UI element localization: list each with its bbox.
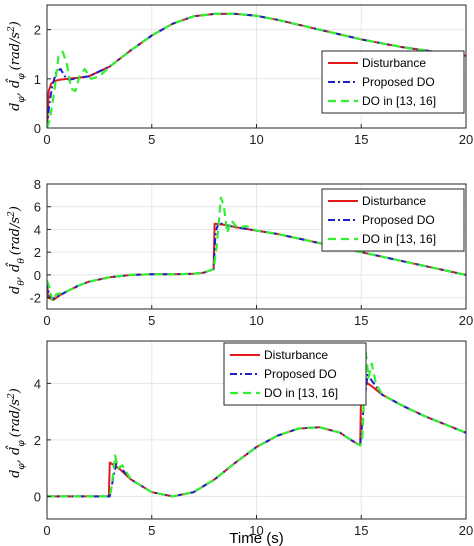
legend-entry-label: Disturbance bbox=[362, 56, 426, 70]
y-tick-label: 2 bbox=[34, 433, 41, 448]
y-tick-label: 0 bbox=[34, 121, 41, 136]
y-tick-label: 0 bbox=[34, 489, 41, 504]
x-tick-label: 15 bbox=[354, 523, 368, 538]
x-tick-label: 5 bbox=[148, 132, 155, 147]
y-axis-label: dθ, d̂θ(rad/s2) bbox=[5, 206, 27, 294]
legend-entry-label: Disturbance bbox=[362, 194, 426, 208]
legend: Disturbance Proposed DO DO in [13, 16] bbox=[223, 342, 367, 406]
x-axis-label: Time (s) bbox=[229, 530, 283, 546]
legend: Disturbance Proposed DO DO in [13, 16] bbox=[321, 188, 465, 252]
y-tick-label: 8 bbox=[34, 177, 41, 192]
x-tick-label: 15 bbox=[354, 313, 368, 328]
y-tick-label: 2 bbox=[34, 245, 41, 260]
x-tick-label: 10 bbox=[249, 132, 263, 147]
x-tick-label: 15 bbox=[354, 132, 368, 147]
y-tick-label: 0 bbox=[34, 268, 41, 283]
legend-entry-label: DO in [13, 16] bbox=[362, 94, 436, 108]
y-tick-label: 1 bbox=[34, 72, 41, 87]
x-tick-label: 10 bbox=[249, 523, 263, 538]
y-axis-label: dφ, d̂φ(rad/s2) bbox=[5, 388, 27, 478]
legend-entry-label: Proposed DO bbox=[362, 213, 435, 227]
x-tick-label: 20 bbox=[459, 313, 473, 328]
x-tick-label: 20 bbox=[459, 132, 473, 147]
y-tick-label: 2 bbox=[34, 23, 41, 38]
series-line-2 bbox=[47, 12, 466, 128]
series-line-3 bbox=[47, 196, 466, 303]
legend-entry-label: DO in [13, 16] bbox=[264, 386, 338, 400]
y-tick-label: 4 bbox=[34, 376, 41, 391]
y-tick-label: -2 bbox=[29, 291, 41, 306]
legend-entry-label: DO in [13, 16] bbox=[362, 232, 436, 246]
series-line-3 bbox=[47, 348, 466, 498]
y-axis-label: dφ, d̂φ(rad/s2) bbox=[5, 21, 27, 111]
x-tick-label: 0 bbox=[43, 523, 50, 538]
chart-panel-1: 0 5 10 15 20 0 1 2 dφ, d̂φ(rad/s2) Disturbance Pro… bbox=[5, 4, 473, 147]
x-tick-label: 10 bbox=[249, 313, 263, 328]
x-tick-label: 0 bbox=[43, 132, 50, 147]
y-tick-label: 4 bbox=[34, 222, 41, 237]
legend: Disturbance Proposed DO DO in [13, 16] bbox=[321, 50, 465, 114]
x-tick-label: 0 bbox=[43, 313, 50, 328]
legend-entry-label: Disturbance bbox=[264, 348, 328, 362]
y-tick-label: 6 bbox=[34, 200, 41, 215]
chart-panel-3: 0 5 10 15 20 0 2 4 dφ, d̂φ(rad/s2) Time (s) Distur… bbox=[5, 340, 473, 546]
legend-entry-label: Proposed DO bbox=[362, 75, 435, 89]
x-tick-label: 5 bbox=[148, 313, 155, 328]
x-tick-label: 20 bbox=[459, 523, 473, 538]
legend-entry-label: Proposed DO bbox=[264, 367, 337, 381]
x-tick-label: 5 bbox=[148, 523, 155, 538]
